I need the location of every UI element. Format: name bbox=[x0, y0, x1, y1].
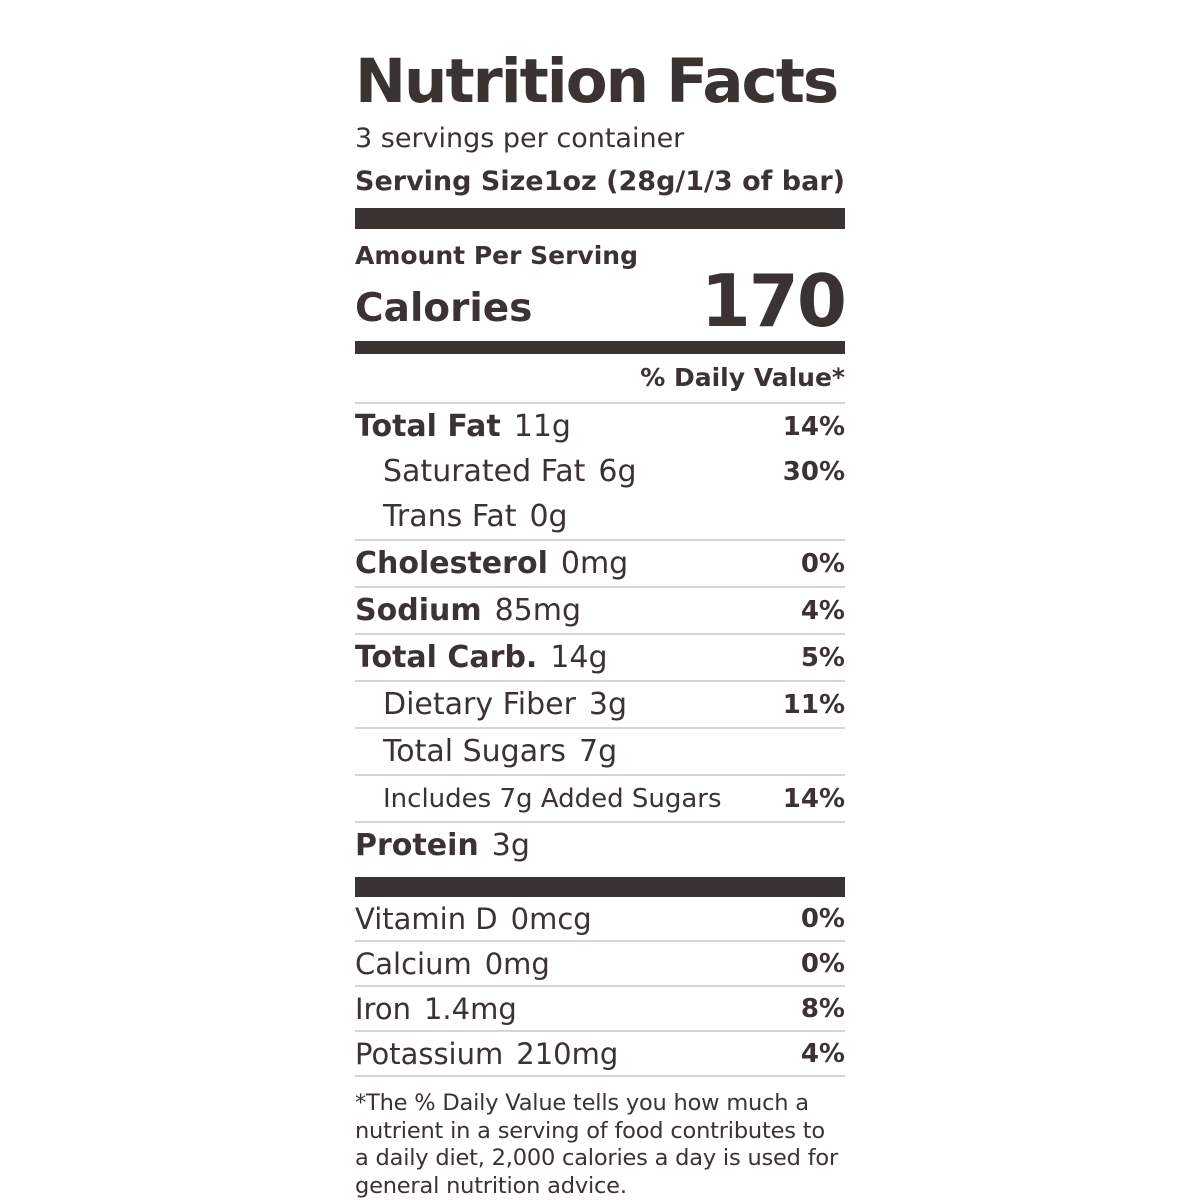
nutrient-name-amount: Trans Fat 0g bbox=[383, 499, 568, 534]
nutrient-name-amount: Total Fat 11g bbox=[355, 409, 571, 444]
micronutrient-name: Potassium bbox=[355, 1036, 504, 1071]
nutrient-daily-value: 11% bbox=[782, 689, 845, 720]
micronutrient-daily-value: 8% bbox=[800, 993, 845, 1024]
nutrient-name: Total Sugars bbox=[383, 734, 567, 769]
nutrient-row-saturated-fat: Saturated Fat 6g 30% bbox=[355, 449, 845, 494]
nutrient-name: Total Carb. bbox=[355, 640, 538, 675]
nutrient-row-protein: Protein 3g bbox=[355, 821, 845, 868]
nutrient-amount: 0g bbox=[529, 499, 568, 534]
nutrition-facts-label: Nutrition Facts 3 servings per container… bbox=[355, 46, 847, 1200]
micronutrient-row-vitamin-d: Vitamin D 0mcg 0% bbox=[355, 897, 845, 940]
nutrient-name: Trans Fat bbox=[383, 499, 517, 534]
nutrient-name: Cholesterol bbox=[355, 546, 548, 581]
nutrient-name-amount: Cholesterol 0mg bbox=[355, 546, 628, 581]
daily-value-header: % Daily Value* bbox=[355, 354, 845, 404]
nutrient-amount: 3g bbox=[588, 687, 628, 722]
amount-per-serving-label: Amount Per Serving bbox=[355, 241, 638, 270]
nutrient-row-cholesterol: Cholesterol 0mg 0% bbox=[355, 539, 845, 586]
separator-bar-medium bbox=[355, 341, 845, 354]
nutrient-name: Total Fat bbox=[355, 409, 501, 444]
nutrient-name-amount: Total Carb. 14g bbox=[355, 640, 608, 675]
nutrient-name: Dietary Fiber bbox=[383, 687, 576, 722]
serving-size-row: Serving Size 1oz (28g/1/3 of bar) bbox=[355, 166, 845, 197]
micronutrient-name: Iron bbox=[355, 991, 411, 1026]
micronutrient-name-amount: Potassium 210mg bbox=[355, 1037, 618, 1071]
nutrient-amount: 85mg bbox=[494, 593, 582, 628]
nutrient-name: Saturated Fat bbox=[383, 454, 586, 489]
micronutrient-name: Calcium bbox=[355, 946, 472, 981]
nutrient-row-total-fat: Total Fat 11g 14% bbox=[355, 404, 845, 449]
nutrient-table: Total Fat 11g 14% Saturated Fat 6g 30% Tra… bbox=[355, 404, 845, 868]
nutrient-daily-value: 30% bbox=[782, 456, 845, 487]
nutrient-name: Sodium bbox=[355, 593, 482, 628]
micronutrient-name-amount: Calcium 0mg bbox=[355, 947, 550, 981]
nutrient-name-amount: Dietary Fiber 3g bbox=[383, 687, 627, 722]
nutrient-daily-value: 14% bbox=[782, 411, 845, 442]
separator-bar-thick-bottom bbox=[355, 877, 845, 897]
nutrient-row-trans-fat: Trans Fat 0g bbox=[355, 494, 845, 539]
nutrient-daily-value: 14% bbox=[782, 783, 845, 814]
nutrient-amount: 3g bbox=[491, 828, 530, 863]
separator-bar-thick-top bbox=[355, 208, 845, 229]
nutrient-daily-value: 5% bbox=[800, 642, 845, 673]
calories-label: Calories bbox=[355, 286, 533, 331]
nutrient-name-amount: Protein 3g bbox=[355, 828, 530, 863]
micronutrient-daily-value: 0% bbox=[800, 903, 845, 934]
nutrient-name-amount: Saturated Fat 6g bbox=[383, 454, 637, 489]
nutrient-name: Protein bbox=[355, 828, 479, 863]
micronutrient-row-calcium: Calcium 0mg 0% bbox=[355, 940, 845, 985]
label-title: Nutrition Facts bbox=[355, 46, 839, 117]
micronutrient-row-potassium: Potassium 210mg 4% bbox=[355, 1030, 845, 1075]
nutrient-amount: 7g bbox=[579, 734, 618, 769]
nutrient-name-amount: Includes 7g Added Sugars bbox=[383, 784, 722, 814]
serving-size-value: 1oz (28g/1/3 of bar) bbox=[543, 166, 845, 197]
nutrient-row-dietary-fiber: Dietary Fiber 3g 11% bbox=[355, 680, 845, 727]
micronutrient-table: Vitamin D 0mcg 0% Calcium 0mg 0% Iron 1.4mg… bbox=[355, 897, 845, 1077]
nutrient-name-amount: Sodium 85mg bbox=[355, 593, 581, 628]
micronutrient-amount: 210mg bbox=[516, 1036, 619, 1071]
calories-row: Calories 170 bbox=[355, 259, 847, 343]
nutrient-row-total-carb: Total Carb. 14g 5% bbox=[355, 633, 845, 680]
micronutrient-name: Vitamin D bbox=[355, 901, 498, 936]
nutrient-row-sodium: Sodium 85mg 4% bbox=[355, 586, 845, 633]
nutrient-amount: 6g bbox=[598, 454, 637, 489]
micronutrient-row-iron: Iron 1.4mg 8% bbox=[355, 985, 845, 1030]
micronutrient-amount: 0mcg bbox=[510, 901, 592, 936]
micronutrient-name-amount: Vitamin D 0mcg bbox=[355, 902, 592, 936]
nutrient-row-total-sugars: Total Sugars 7g bbox=[355, 727, 845, 774]
micronutrient-daily-value: 0% bbox=[800, 948, 845, 979]
nutrient-name-amount: Total Sugars 7g bbox=[383, 734, 617, 769]
calories-value: 170 bbox=[700, 259, 847, 343]
nutrient-name: Includes 7g Added Sugars bbox=[383, 783, 722, 814]
nutrient-amount: 11g bbox=[513, 409, 571, 444]
micronutrient-daily-value: 4% bbox=[800, 1038, 845, 1069]
servings-per-container: 3 servings per container bbox=[355, 123, 685, 154]
daily-value-footnote: *The % Daily Value tells you how much a … bbox=[355, 1090, 839, 1199]
micronutrient-name-amount: Iron 1.4mg bbox=[355, 992, 517, 1026]
nutrient-row-added-sugars: Includes 7g Added Sugars 14% bbox=[355, 774, 845, 821]
nutrient-daily-value: 4% bbox=[800, 595, 845, 626]
nutrient-amount: 14g bbox=[550, 640, 608, 675]
serving-size-label: Serving Size bbox=[355, 166, 544, 197]
micronutrient-amount: 1.4mg bbox=[423, 991, 517, 1026]
nutrient-daily-value: 0% bbox=[800, 548, 845, 579]
nutrient-amount: 0mg bbox=[560, 546, 629, 581]
micronutrient-amount: 0mg bbox=[484, 946, 550, 981]
